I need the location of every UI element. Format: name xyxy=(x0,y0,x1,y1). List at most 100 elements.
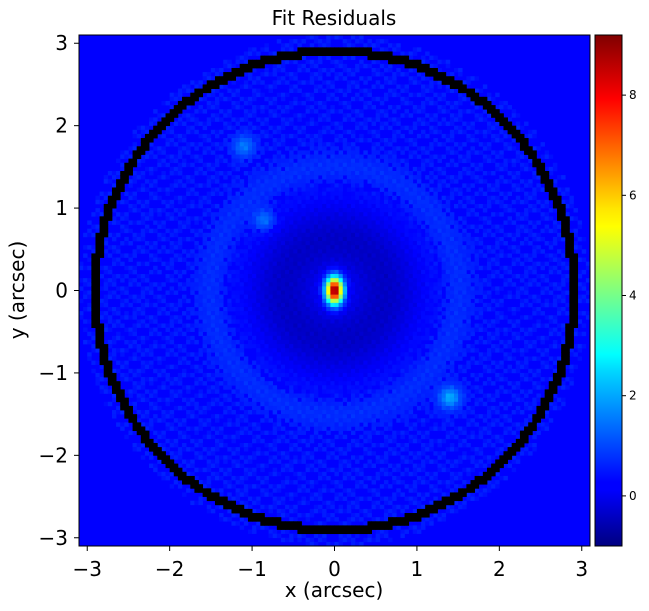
heatmap-cell xyxy=(186,447,191,452)
heatmap-cell xyxy=(243,203,249,209)
heatmap-cell xyxy=(223,212,228,217)
heatmap-cell xyxy=(305,203,311,209)
heatmap-cell xyxy=(260,504,265,510)
heatmap-cell xyxy=(202,286,208,291)
heatmap-cell xyxy=(301,475,306,481)
heatmap-cell xyxy=(322,475,327,481)
heatmap-cell xyxy=(313,372,319,378)
heatmap-cell xyxy=(371,282,377,287)
heatmap-cell xyxy=(363,100,368,106)
heatmap-cell xyxy=(202,335,208,341)
heatmap-cell xyxy=(289,265,294,271)
heatmap-cell xyxy=(346,216,352,221)
heatmap-cell xyxy=(206,257,212,262)
heatmap-cell xyxy=(157,471,162,477)
heatmap-cell xyxy=(318,208,323,213)
heatmap-cell xyxy=(227,88,232,93)
heatmap-cell xyxy=(330,278,335,283)
heatmap-cell xyxy=(268,146,273,151)
heatmap-cell xyxy=(305,323,311,328)
heatmap-cell xyxy=(276,368,282,374)
heatmap-cell xyxy=(202,418,208,423)
heatmap-cell xyxy=(280,261,286,267)
heatmap-cell xyxy=(177,418,183,423)
heatmap-cell xyxy=(239,187,245,192)
chart-title: Fit Residuals xyxy=(272,6,397,30)
heatmap-cell xyxy=(140,311,146,316)
heatmap-cell xyxy=(379,100,385,106)
heatmap-cell xyxy=(318,228,323,234)
heatmap-cell xyxy=(252,216,257,221)
heatmap-cell xyxy=(330,397,335,403)
heatmap-cell xyxy=(107,269,113,275)
heatmap-cell xyxy=(247,236,253,242)
heatmap-cell xyxy=(243,55,249,61)
heatmap-cell xyxy=(239,117,245,122)
heatmap-cell xyxy=(342,356,348,361)
heatmap-cell xyxy=(132,327,137,333)
heatmap-cell xyxy=(285,212,290,217)
heatmap-cell xyxy=(243,442,249,448)
heatmap-cell xyxy=(338,150,344,155)
heatmap-cell xyxy=(252,278,257,283)
heatmap-cell xyxy=(363,401,368,407)
heatmap-cell xyxy=(227,348,232,353)
heatmap-cell xyxy=(214,133,220,139)
heatmap-cell xyxy=(359,327,364,333)
heatmap-cell xyxy=(149,348,154,353)
heatmap-cell xyxy=(235,92,241,98)
heatmap-cell xyxy=(301,261,306,267)
heatmap-cell xyxy=(285,208,290,213)
heatmap-cell xyxy=(231,401,236,407)
heatmap-cell xyxy=(260,47,265,52)
heatmap-cell xyxy=(202,282,208,287)
heatmap-cell xyxy=(177,150,183,155)
heatmap-cell xyxy=(268,381,273,386)
heatmap-cell xyxy=(289,158,294,164)
heatmap-cell xyxy=(363,335,368,341)
heatmap-cell xyxy=(318,442,323,448)
heatmap-cell xyxy=(202,183,208,188)
heatmap-cell xyxy=(309,208,315,213)
heatmap-cell xyxy=(165,187,170,192)
heatmap-cell xyxy=(202,125,208,131)
heatmap-cell xyxy=(322,426,327,431)
heatmap-cell xyxy=(346,278,352,283)
heatmap-cell xyxy=(239,389,245,394)
heatmap-cell xyxy=(239,488,245,493)
heatmap-cell xyxy=(161,162,166,168)
heatmap-cell xyxy=(243,364,249,370)
heatmap-cell xyxy=(359,393,364,398)
heatmap-cell xyxy=(346,447,352,452)
heatmap-cell xyxy=(247,212,253,217)
heatmap-cell xyxy=(186,315,191,320)
heatmap-cell xyxy=(326,319,331,324)
heatmap-cell xyxy=(280,455,286,460)
heatmap-cell xyxy=(363,125,368,131)
heatmap-cell xyxy=(280,257,286,262)
heatmap-cell xyxy=(342,274,348,279)
heatmap-cell xyxy=(367,236,372,242)
heatmap-cell xyxy=(247,265,253,271)
heatmap-cell xyxy=(198,278,203,283)
heatmap-cell xyxy=(256,286,261,291)
heatmap-cell xyxy=(301,220,306,225)
heatmap-cell xyxy=(371,203,377,209)
heatmap-cell xyxy=(301,216,306,221)
heatmap-cell xyxy=(305,368,311,374)
heatmap-cell xyxy=(153,228,158,234)
heatmap-cell xyxy=(252,261,257,267)
heatmap-cell xyxy=(161,261,166,267)
heatmap-cell xyxy=(367,488,372,493)
heatmap-cell xyxy=(153,220,158,225)
heatmap-cell xyxy=(272,323,278,328)
heatmap-cell xyxy=(289,76,294,81)
heatmap-cell xyxy=(227,434,232,440)
heatmap-cell xyxy=(322,249,327,254)
heatmap-cell xyxy=(144,199,150,205)
heatmap-cell xyxy=(272,236,278,242)
heatmap-cell xyxy=(169,125,175,131)
heatmap-cell xyxy=(210,426,216,431)
heatmap-cell xyxy=(326,385,331,390)
heatmap-cell xyxy=(247,344,253,349)
